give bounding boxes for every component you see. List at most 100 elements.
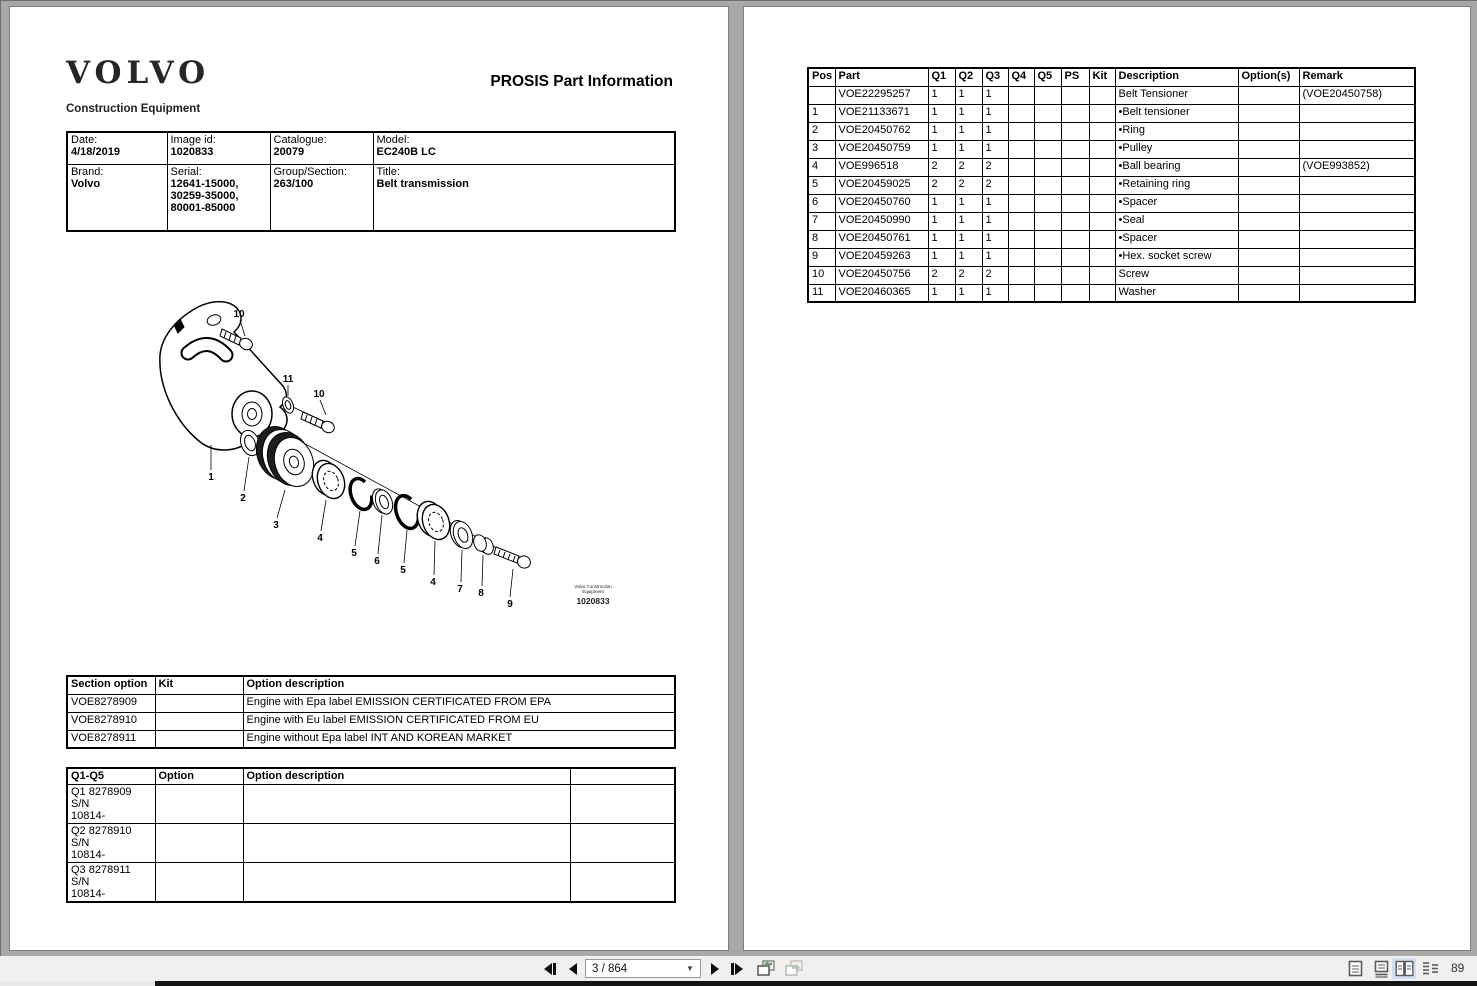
- table-cell: 2: [807, 121, 836, 141]
- table-cell: VOE20450990: [834, 211, 929, 231]
- diagram-watermark: Equipment: [582, 589, 604, 594]
- table-row: 8 VOE20450761 1 1 1 •Spacer: [807, 229, 1416, 249]
- table-cell: [1007, 283, 1035, 303]
- spacer-part: [473, 534, 494, 555]
- page-number-field[interactable]: 3 / 864 ▼: [585, 959, 701, 978]
- table-cell: VOE22295257: [834, 85, 929, 105]
- table-cell: Q2 8278910 S/N 10814-: [66, 822, 156, 863]
- table-cell: [1033, 229, 1062, 249]
- table-cell: [1088, 157, 1116, 177]
- table-cell: 1: [954, 121, 983, 141]
- table-cell: [569, 783, 676, 824]
- table-cell: [1060, 283, 1090, 303]
- table-cell: [1237, 157, 1300, 177]
- table-cell: [154, 729, 244, 749]
- table-cell: [1088, 121, 1116, 141]
- table-cell: [1237, 175, 1300, 195]
- table-cell: [154, 822, 244, 863]
- table-cell: 2: [954, 265, 983, 285]
- table-cell: Washer: [1114, 283, 1239, 303]
- previous-view-button[interactable]: [755, 958, 777, 979]
- exploded-parts-diagram: 10 11 10 1 2 3 4 5 6 5 4 7 8 9 Volvo Con…: [159, 300, 612, 610]
- two-page-view-button[interactable]: [1392, 958, 1416, 979]
- table-cell: [1237, 283, 1300, 303]
- table-cell: 1: [927, 247, 956, 267]
- table-cell: •Ball bearing: [1114, 157, 1239, 177]
- table-cell: 11: [807, 283, 836, 303]
- table-cell: 2: [981, 175, 1009, 195]
- table-cell: VOE20450759: [834, 139, 929, 159]
- table-cell: 3: [807, 139, 836, 159]
- table-cell: [154, 693, 244, 713]
- two-page-continuous-view-button[interactable]: [1418, 958, 1442, 979]
- table-cell: VOE8278909: [66, 693, 156, 713]
- single-page-view-button[interactable]: [1343, 958, 1367, 979]
- table-row: 1 VOE21133671 1 1 1 •Belt tensioner: [807, 103, 1416, 123]
- table-cell: [1033, 283, 1062, 303]
- table-cell: [1298, 103, 1416, 123]
- table-cell: 2: [927, 175, 956, 195]
- table-cell: [1060, 229, 1090, 249]
- table-cell: [1007, 265, 1035, 285]
- table-header-row: Q1-Q5 Option Option description: [66, 767, 676, 785]
- document-view-area[interactable]: VOLVO Construction Equipment PROSIS Part…: [0, 0, 1477, 956]
- table-cell: [1060, 121, 1090, 141]
- page-number-value: 3 / 864: [592, 962, 628, 975]
- table-header-cell: Q1: [927, 67, 956, 87]
- callout-label: 10: [233, 309, 245, 320]
- table-row: VOE8278910 Engine with Eu label EMISSION …: [66, 711, 676, 731]
- callout-label: 10: [313, 389, 325, 400]
- table-header-cell: Option description: [242, 675, 676, 695]
- diagram-watermark: Volvo Construction: [574, 584, 612, 589]
- next-view-button[interactable]: [783, 958, 805, 979]
- table-row: Date: 4/18/2019 Image id: 1020833 Catalogu…: [66, 131, 676, 165]
- table-cell: 1: [981, 229, 1009, 249]
- callout-label: 8: [478, 588, 484, 599]
- bolt-part: [300, 411, 324, 429]
- screw-part: [493, 546, 531, 569]
- table-cell: 1: [927, 229, 956, 249]
- table-cell: 1: [807, 103, 836, 123]
- table-cell: [1033, 175, 1062, 195]
- table-cell: 9: [807, 247, 836, 267]
- previous-page-button[interactable]: [562, 958, 584, 979]
- table-header-cell: Q5: [1033, 67, 1062, 87]
- callout-label: 9: [507, 599, 513, 610]
- table-cell: [154, 861, 244, 902]
- table-cell: VOE996518: [834, 157, 929, 177]
- table-cell: [1060, 211, 1090, 231]
- pulley-part: [255, 426, 315, 487]
- table-cell: 1: [981, 247, 1009, 267]
- table-cell: VOE20460365: [834, 283, 929, 303]
- table-cell: [1033, 193, 1062, 213]
- parts-list-table: Pos Part Q1 Q2 Q3 Q4 Q5 PS Kit Description Option(…: [807, 67, 1416, 303]
- continuous-view-button[interactable]: [1369, 958, 1393, 979]
- table-cell: [569, 822, 676, 863]
- table-cell: [807, 85, 836, 105]
- table-header-cell: [569, 767, 676, 785]
- serial-cell: Serial: 12641-15000, 30259-35000, 80001-8…: [166, 163, 271, 232]
- last-page-button[interactable]: [727, 958, 749, 979]
- next-page-button[interactable]: [704, 958, 726, 979]
- table-cell: 1: [981, 283, 1009, 303]
- first-page-button[interactable]: [538, 958, 560, 979]
- table-cell: 1: [927, 85, 956, 105]
- table-cell: [1088, 247, 1116, 267]
- table-cell: 7: [807, 211, 836, 231]
- table-cell: [1007, 121, 1035, 141]
- table-row: VOE22295257 1 1 1 Belt Tensioner (VOE20450758…: [807, 85, 1416, 105]
- table-cell: 1: [981, 139, 1009, 159]
- table-cell: [1298, 229, 1416, 249]
- table-cell: [1060, 265, 1090, 285]
- table-cell: VOE20450756: [834, 265, 929, 285]
- table-cell: Engine with Eu label EMISSION CERTIFICAT…: [242, 711, 676, 731]
- table-cell: 5: [807, 175, 836, 195]
- table-header-cell: Part: [834, 67, 929, 87]
- table-cell: 1: [954, 85, 983, 105]
- table-cell: 1: [927, 283, 956, 303]
- callout-label: 3: [273, 520, 279, 531]
- table-cell: 1: [981, 85, 1009, 105]
- table-header-cell: PS: [1060, 67, 1090, 87]
- table-cell: [1007, 139, 1035, 159]
- table-cell: 1: [981, 211, 1009, 231]
